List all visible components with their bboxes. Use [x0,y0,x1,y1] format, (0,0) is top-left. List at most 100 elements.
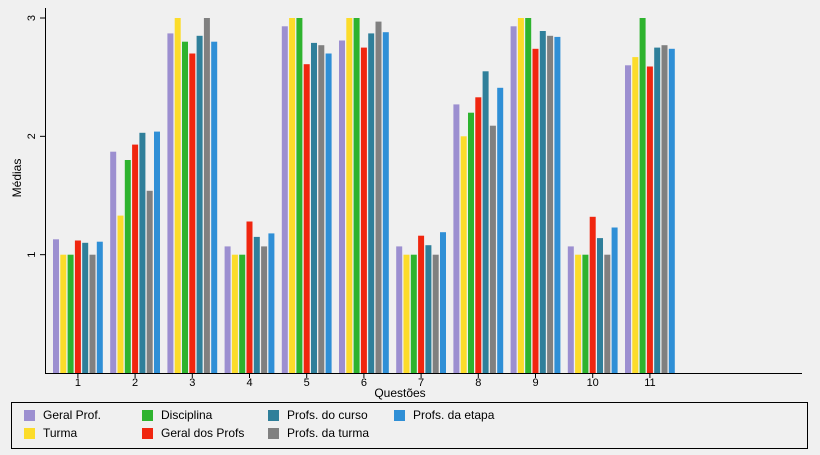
bar-q6-series-5 [368,33,375,374]
legend-item-1: Geral Prof. [24,408,101,422]
bar-q9-series-4 [532,48,539,374]
bar-q10-series-2 [575,254,582,373]
bar-q1-series-7 [96,241,103,373]
bar-q4-series-3 [239,254,246,373]
bar-q7-series-1 [396,246,403,373]
bar-q8-series-6 [489,125,496,373]
bar-q5-series-2 [289,18,296,373]
bar-q1-series-4 [74,240,81,373]
x-tick-label-6: 6 [361,377,367,389]
legend-swatch [142,409,153,421]
bar-q8-series-3 [468,112,474,373]
bar-q3-series-3 [182,41,188,373]
legend-label: Profs. da turma [287,426,370,440]
bar-q2-series-5 [139,132,146,373]
x-tick-label-11: 11 [644,377,655,389]
bar-q6-series-2 [346,18,353,373]
bar-q9-series-1 [510,26,517,374]
bar-q4-series-7 [268,233,275,373]
y-axis-title: Médias [10,159,24,198]
y-tick-label-3: 3 [26,15,38,21]
bar-q5-series-5 [311,42,317,374]
bar-q6-series-4 [360,47,367,373]
bar-q1-series-3 [67,254,74,373]
bar-q9-series-3 [525,18,532,373]
bar-q11-series-2 [632,57,639,373]
x-tick-label-9: 9 [532,377,538,389]
bar-q9-series-2 [517,18,524,373]
bar-q1-series-5 [82,242,89,373]
bar-q7-series-7 [440,232,446,373]
legend-label: Geral dos Profs [161,426,245,440]
bar-q3-series-7 [211,41,218,373]
bar-q7-series-4 [418,235,425,373]
bar-q8-series-5 [482,71,489,374]
bar-q10-series-6 [604,254,611,373]
bar-q8-series-1 [453,104,460,374]
legend-item-3: Disciplina [142,408,212,422]
bar-q11-series-5 [654,47,661,373]
legend-swatch [142,427,153,439]
bar-q10-series-3 [582,254,589,373]
bar-q11-series-6 [661,45,668,373]
bar-q9-series-6 [547,35,554,374]
bar-q5-series-6 [318,45,325,373]
bar-q8-series-4 [475,97,482,374]
bar-q6-series-1 [339,40,345,373]
x-ticks-group: 1 2 3 4 5 6 7 8 9 10 11 [75,373,656,389]
bar-q3-series-1 [167,33,174,374]
bar-q3-series-2 [174,18,181,373]
bar-q9-series-5 [539,31,546,373]
bar-q5-series-1 [281,26,288,374]
bar-q2-series-6 [146,190,153,373]
bar-q7-series-5 [425,245,432,373]
bar-q4-series-1 [224,246,231,373]
legend-item-4: Geral dos Profs [142,426,244,440]
legend-swatch [394,409,405,421]
bar-q10-series-4 [589,216,596,373]
x-tick-label-10: 10 [587,377,599,389]
bar-q8-series-2 [460,136,467,373]
x-tick-label-2: 2 [132,377,138,389]
bar-q5-series-3 [296,18,303,373]
bar-q2-series-1 [110,151,117,373]
bar-q2-series-7 [154,131,160,373]
axes-group [45,8,802,374]
y-ticks-group: 1 2 3 [26,15,45,258]
legend-label: Profs. do curso [287,408,368,422]
legend-swatch [24,427,35,439]
legend-label: Profs. da etapa [413,408,495,422]
y-tick-label-2: 2 [26,133,38,139]
legend-item-7: Profs. da etapa [394,408,494,422]
bar-q11-series-1 [625,65,631,374]
bar-q11-series-4 [646,66,653,373]
bar-q4-series-2 [231,254,238,373]
bar-q1-series-2 [60,254,67,373]
legend-label: Turma [43,426,78,440]
bar-q2-series-2 [117,215,124,373]
legend-label: Geral Prof. [43,408,102,422]
bar-q3-series-4 [189,53,196,373]
bar-q5-series-4 [303,64,310,373]
bar-q3-series-6 [203,18,210,373]
legend-swatch [24,409,35,421]
bar-q7-series-6 [432,254,439,373]
bar-q7-series-3 [410,254,417,373]
bar-q2-series-4 [132,144,139,373]
bar-q6-series-6 [375,21,382,373]
bar-q11-series-7 [668,48,675,374]
x-axis-title: Questões [374,386,425,400]
legend-label: Disciplina [161,408,213,422]
legend-swatch [268,427,279,439]
bar-q1-series-6 [89,254,96,373]
legend-item-2: Turma [24,426,77,440]
bar-q6-series-3 [353,18,360,373]
bar-q4-series-5 [253,236,260,373]
legend-item-5: Profs. do curso [268,408,368,422]
x-tick-label-8: 8 [475,377,481,389]
bar-q4-series-4 [246,221,253,373]
bar-q5-series-7 [325,53,332,373]
bar-q3-series-5 [196,35,203,374]
x-tick-label-4: 4 [246,377,252,389]
x-tick-label-3: 3 [189,377,195,389]
